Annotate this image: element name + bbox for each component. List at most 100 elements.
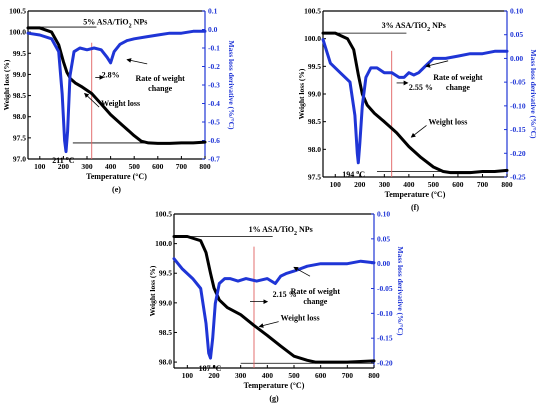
x-tick-label: 700 xyxy=(477,180,489,189)
y-right-tick-label: 0.0 xyxy=(208,25,218,34)
chart-title: 1% ASA/TiO2 NPs xyxy=(249,225,313,237)
y-right-tick-label: -0.1 xyxy=(208,44,220,53)
y-right-tick-label: -0.15 xyxy=(377,334,393,343)
y-right-tick-label: -0.10 xyxy=(377,309,393,318)
peak-temperature-label: 194 oC xyxy=(342,170,365,179)
x-tick-label: 200 xyxy=(58,162,70,171)
x-tick-label: 100 xyxy=(330,180,342,189)
percent-annotation: 2.8% xyxy=(102,70,120,79)
rate-of-weight-change-series-line xyxy=(172,257,376,360)
peak-temperature-label: 211 oC xyxy=(52,156,75,165)
rate-of-weight-change-series-line xyxy=(26,29,207,154)
y-left-tick-label: 99.5 xyxy=(308,62,321,71)
chart-title: 5% ASA/TiO2 NPs xyxy=(83,18,147,30)
x-tick-label: 600 xyxy=(315,371,327,380)
rate-arrow xyxy=(293,266,311,277)
y-right-axis-title: Mass loss derivative (%/°C) xyxy=(396,246,405,336)
x-tick-label: 100 xyxy=(182,371,194,380)
y-left-tick-label: 100.5 xyxy=(155,210,172,219)
y-left-axis-title: Weight loss (%) xyxy=(148,265,157,316)
y-right-tick-label: -0.6 xyxy=(208,136,220,145)
x-tick-label: 700 xyxy=(342,371,354,380)
weight-loss-arrow xyxy=(84,92,100,108)
chart-title: 3% ASA/TiO2 NPs xyxy=(382,21,446,33)
chart-panel-0: 100 200 300 400 500 600 700 800 Temperature (°C)… xyxy=(2,7,236,195)
rate-label-line1: Rate of weight xyxy=(291,287,341,296)
y-left-tick-label: 98.5 xyxy=(308,117,321,126)
x-tick-label: 500 xyxy=(129,162,141,171)
x-tick-label: 400 xyxy=(403,180,415,189)
y-right-tick-label: -0.20 xyxy=(377,359,393,368)
y-left-tick-label: 97.5 xyxy=(13,133,26,142)
weight-loss-series-line xyxy=(321,31,509,175)
y-right-tick-label: -0.2 xyxy=(208,62,220,71)
x-tick-label: 800 xyxy=(368,371,380,380)
y-left-tick-label: 98.0 xyxy=(13,112,26,121)
weight-loss-label: Weight loss xyxy=(281,314,320,323)
x-tick-label: 400 xyxy=(105,162,117,171)
x-tick-label: 300 xyxy=(235,371,247,380)
x-axis-title: Temperature (°C) xyxy=(385,190,446,199)
rate-arrow xyxy=(425,60,449,68)
chart-panel-1: 100 200 300 400 500 600 700 800 Temperature (°C)… xyxy=(297,7,538,213)
y-left-axis-title: Weight loss (%) xyxy=(2,59,11,110)
percent-annotation: 2.15 % xyxy=(273,290,297,299)
x-axis-title: Temperature (°C) xyxy=(86,172,147,181)
y-left-tick-label: 98.0 xyxy=(159,358,172,367)
y-left-tick-label: 100.0 xyxy=(9,28,26,37)
y-left-tick-label: 100.0 xyxy=(155,239,172,248)
panel-label: (f) xyxy=(411,203,419,212)
y-right-tick-label: 0.05 xyxy=(377,234,390,243)
y-left-tick-label: 100.5 xyxy=(9,7,26,16)
y-left-tick-label: 99.0 xyxy=(159,298,172,307)
y-right-tick-label: -0.5 xyxy=(208,118,220,127)
peak-temperature-label: 187 oC xyxy=(199,364,222,373)
rate-label-line2: change xyxy=(148,84,172,93)
y-left-tick-label: 99.5 xyxy=(13,49,26,58)
y-right-tick-label: -0.05 xyxy=(510,78,526,87)
rate-label-line1: Rate of weight xyxy=(433,73,483,82)
rate-arrow xyxy=(126,58,148,65)
y-left-tick-label: 100.5 xyxy=(304,7,321,16)
rate-label-line2: change xyxy=(303,297,327,306)
x-axis-title: Temperature (°C) xyxy=(244,381,305,390)
y-right-tick-label: 0.10 xyxy=(510,7,523,16)
y-right-tick-label: -0.25 xyxy=(510,173,526,182)
y-right-axis-title: Mass loss derivative (%/°C) xyxy=(227,40,236,130)
y-right-tick-label: 0.05 xyxy=(510,30,523,39)
x-tick-label: 500 xyxy=(428,180,440,189)
weight-loss-label: Weight loss xyxy=(101,99,140,108)
chart-panel-2: 100 200 300 400 500 600 700 800 Temperature (°C)… xyxy=(148,210,405,404)
y-left-tick-label: 98.5 xyxy=(159,328,172,337)
x-tick-label: 400 xyxy=(262,371,274,380)
weight-loss-series-line xyxy=(26,26,207,145)
x-tick-label: 600 xyxy=(452,180,464,189)
y-right-tick-label: 0.1 xyxy=(208,7,218,16)
x-tick-label: 800 xyxy=(199,162,211,171)
y-right-tick-label: 0.00 xyxy=(377,259,390,268)
y-left-tick-label: 100.0 xyxy=(304,34,321,43)
x-tick-label: 600 xyxy=(152,162,164,171)
x-tick-label: 700 xyxy=(176,162,188,171)
y-right-tick-label: 0.00 xyxy=(510,54,523,63)
rate-of-weight-change-series-line xyxy=(321,38,509,165)
panel-label: (g) xyxy=(269,394,279,403)
x-tick-label: 500 xyxy=(288,371,300,380)
y-right-tick-label: 0.10 xyxy=(377,210,390,219)
weight-loss-series-line xyxy=(172,235,376,364)
panel-label: (e) xyxy=(112,185,121,194)
y-right-axis-title: Mass loss derivative (%/°C) xyxy=(529,49,538,139)
y-left-tick-label: 97.0 xyxy=(13,155,26,164)
weight-loss-arrow xyxy=(258,321,279,328)
y-right-tick-label: -0.05 xyxy=(377,284,393,293)
x-tick-label: 200 xyxy=(354,180,366,189)
x-tick-label: 800 xyxy=(501,180,513,189)
y-left-tick-label: 99.0 xyxy=(308,90,321,99)
x-tick-label: 100 xyxy=(34,162,46,171)
y-left-tick-label: 99.5 xyxy=(159,269,172,278)
y-right-tick-label: -0.15 xyxy=(510,125,526,134)
weight-loss-arrow xyxy=(410,125,427,138)
y-left-tick-label: 99.0 xyxy=(13,70,26,79)
y-left-tick-label: 97.5 xyxy=(308,173,321,182)
